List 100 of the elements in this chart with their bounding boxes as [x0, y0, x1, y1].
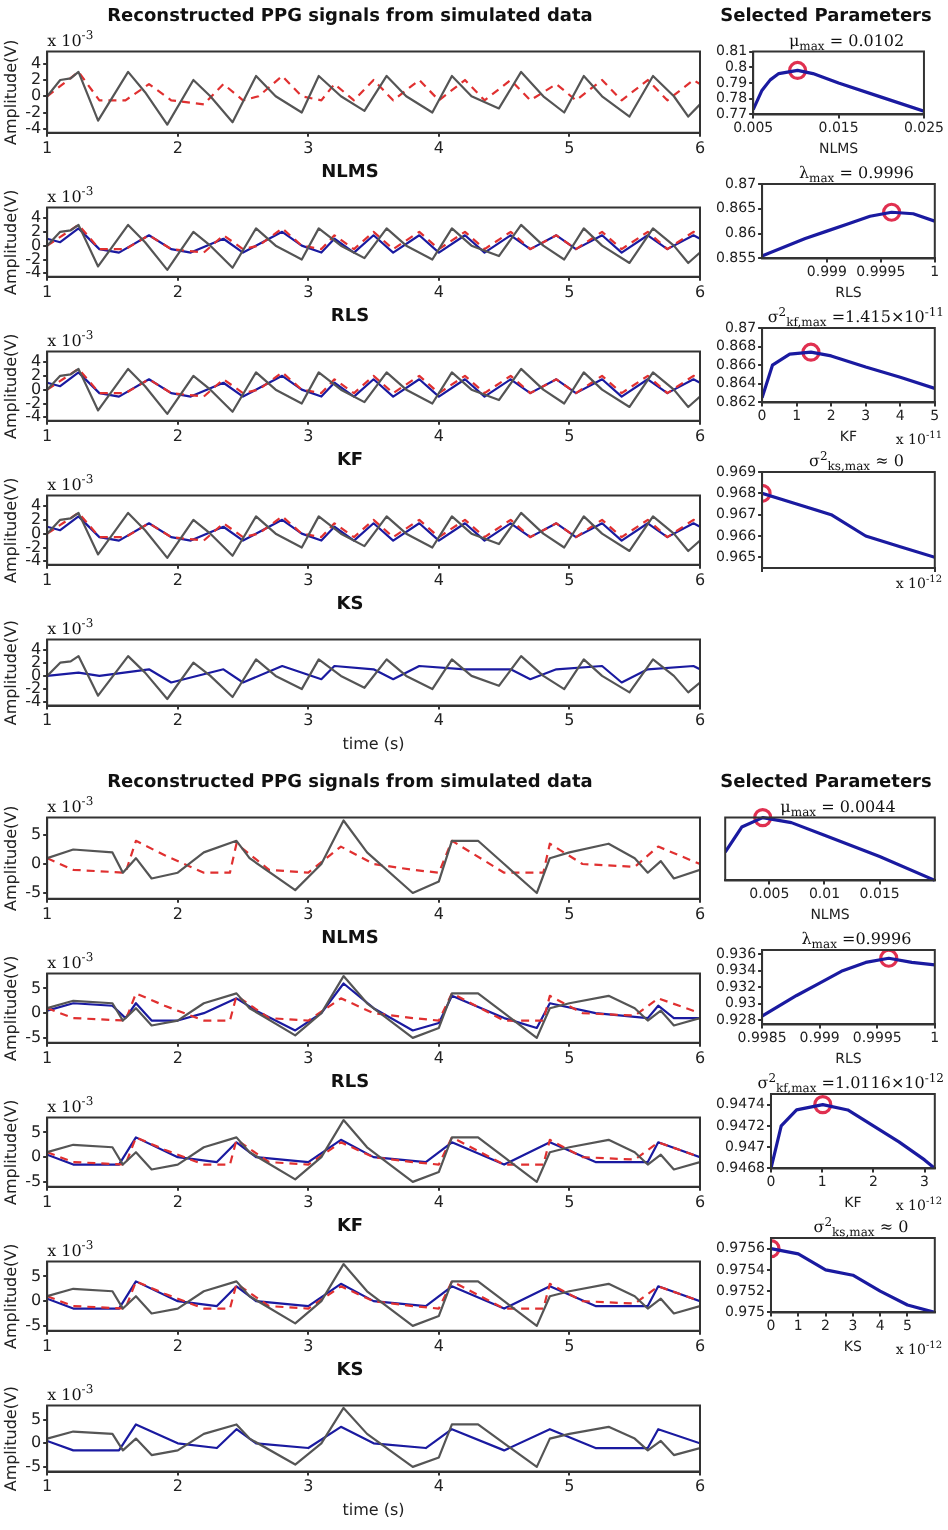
y-tick-label: -5	[25, 1028, 42, 1047]
x-tick-label: 6	[694, 570, 706, 589]
x-tick-label: 4	[433, 282, 444, 301]
x-tick-label: 4	[433, 1192, 444, 1211]
x-tick-label: 3	[303, 904, 314, 923]
x-tick-label: 6	[694, 1477, 706, 1496]
line-series	[47, 1136, 700, 1166]
y-tick-label: 0	[30, 523, 42, 542]
y-axis-title: Amplitude(V)	[1, 1243, 20, 1349]
x-tick-label: 3	[303, 282, 314, 301]
x-tick-label: 3	[303, 426, 314, 445]
y-tick-label: 5	[30, 1122, 42, 1141]
chart-title: KS	[336, 1361, 364, 1382]
x-tick-label: 3	[303, 138, 314, 157]
x-tick-label: 4	[433, 1477, 444, 1496]
y-tick-label: 0	[30, 86, 42, 105]
y-axis-title: Amplitude(V)	[1, 333, 20, 439]
x-tick-label: 5	[564, 904, 575, 923]
y-axis-title: Amplitude(V)	[1, 39, 20, 145]
chart-title: KF	[336, 1217, 364, 1238]
chart-title: KF	[336, 451, 364, 472]
x-tick-label: 1	[42, 426, 53, 445]
y-axis-title: Amplitude(V)	[1, 955, 20, 1061]
x-tick-label: 1	[42, 138, 53, 157]
y-tick-label: -5	[25, 1457, 42, 1476]
y-tick-label: 0	[30, 235, 42, 254]
y-tick-label: 2	[30, 365, 42, 384]
x-tick-label: 3	[303, 1336, 314, 1355]
line-series	[47, 992, 700, 1022]
y-axis-title: Amplitude(V)	[1, 1099, 20, 1205]
line-series	[47, 70, 700, 106]
x-tick-label: 2	[172, 1336, 183, 1355]
x-tick-label: 3	[303, 1477, 314, 1496]
x-tick-label: 1	[42, 904, 53, 923]
x-tick-label: 4	[433, 1048, 444, 1067]
chart-title: Reconstructed PPG signals from simulated data	[107, 773, 593, 794]
x-tick-label: 1	[42, 1336, 53, 1355]
x-tick-label: 2	[172, 904, 183, 923]
x-tick-label: 4	[433, 1336, 444, 1355]
x-tick-label: 2	[172, 138, 183, 157]
chart-title: Selected Parameters	[720, 7, 932, 28]
x-tick-label: 1	[42, 1048, 53, 1067]
x-tick-label: 6	[694, 1048, 706, 1067]
x-tick-label: 1	[42, 1192, 53, 1211]
x-tick-label: 2	[172, 570, 183, 589]
y-tick-label: 5	[30, 1409, 42, 1428]
y-axis-title: Amplitude(V)	[1, 805, 20, 911]
y-tick-label: -2	[25, 249, 42, 268]
x-tick-label: 2	[172, 711, 183, 730]
y-tick-label: -2	[25, 393, 42, 412]
y-tick-label: -5	[25, 1172, 42, 1191]
y-tick-label: -4	[25, 407, 42, 426]
y-tick-label: -2	[25, 537, 42, 556]
x-tick-label: 6	[694, 138, 706, 157]
y-axis-title: Amplitude(V)	[1, 477, 20, 583]
y-axis-title: Amplitude(V)	[1, 189, 20, 295]
x-tick-label: 6	[694, 711, 706, 730]
y-axis-title: Amplitude(V)	[1, 1385, 20, 1492]
y-tick-label: -4	[25, 692, 42, 711]
y-tick-label: 0	[30, 1003, 42, 1022]
y-tick-label: 4	[30, 208, 42, 227]
x-axis-title: time (s)	[342, 1500, 405, 1519]
x-tick-label: 4	[433, 138, 444, 157]
chart-title: RLS	[330, 307, 370, 328]
x-tick-label: 6	[694, 904, 706, 923]
x-tick-label: 5	[564, 711, 575, 730]
chart-title: NLMS	[321, 929, 379, 950]
x-tick-label: 5	[564, 570, 575, 589]
x-tick-label: 3	[303, 570, 314, 589]
y-tick-label: 2	[30, 221, 42, 240]
x-tick-label: 5	[564, 1192, 575, 1211]
chart-title: KS	[336, 595, 364, 616]
y-tick-label: 4	[30, 53, 42, 72]
y-tick-label: -4	[25, 118, 42, 137]
x-tick-label: 1	[42, 711, 53, 730]
x-tick-label: 6	[694, 426, 706, 445]
y-tick-label: 5	[30, 978, 42, 997]
x-tick-label: 5	[564, 1477, 575, 1496]
y-tick-label: -4	[25, 551, 42, 570]
y-tick-label: 5	[30, 1266, 42, 1285]
y-tick-label: -5	[25, 883, 42, 902]
y-tick-label: 2	[30, 652, 42, 671]
x-tick-label: 1	[42, 570, 53, 589]
x-tick-label: 2	[172, 282, 183, 301]
x-tick-label: 1	[42, 1477, 53, 1496]
x-tick-label: 2	[172, 1048, 183, 1067]
chart-title: NLMS	[321, 163, 379, 184]
y-tick-label: 0	[30, 1147, 42, 1166]
y-tick-label: -4	[25, 263, 42, 282]
y-tick-label: 0	[30, 1433, 42, 1452]
y-tick-label: 0	[30, 854, 42, 873]
y-axis-title: Amplitude(V)	[1, 619, 20, 726]
x-axis-title: time (s)	[342, 734, 405, 753]
x-tick-label: 5	[564, 1336, 575, 1355]
y-tick-label: 0	[30, 1291, 42, 1310]
x-tick-label: 4	[433, 426, 444, 445]
x-tick-label: 3	[303, 1192, 314, 1211]
x-tick-label: 2	[172, 1192, 183, 1211]
x-tick-label: 6	[694, 282, 706, 301]
chart-title: Selected Parameters	[720, 773, 932, 794]
